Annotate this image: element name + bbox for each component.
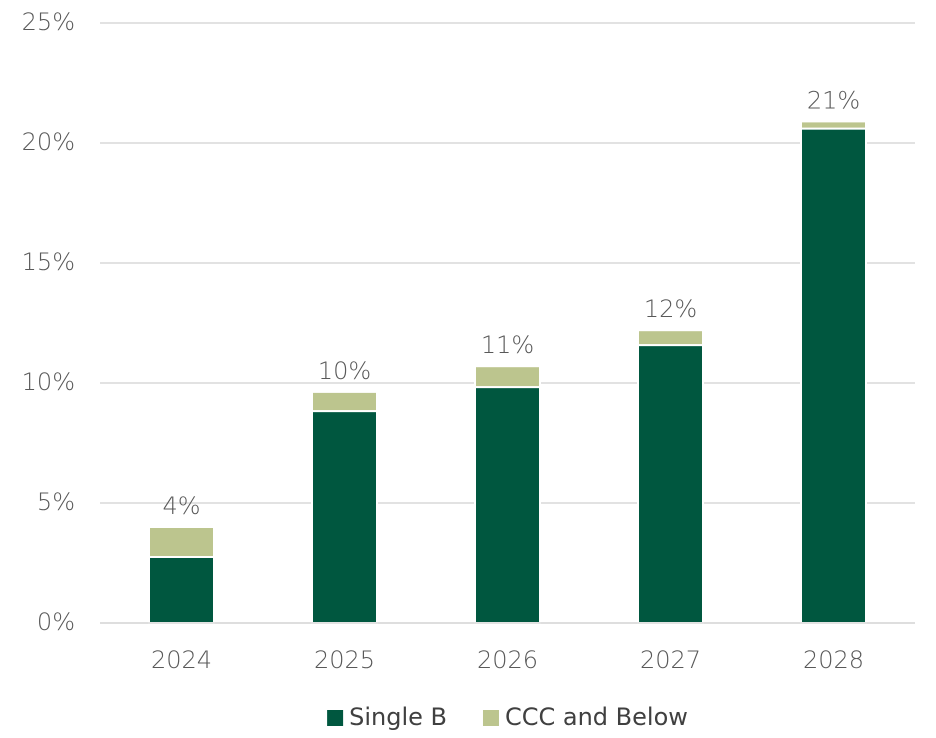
legend-swatch xyxy=(327,710,344,726)
bar-segment xyxy=(637,344,704,624)
y-tick-label: 15% xyxy=(22,248,75,276)
total-label: 10% xyxy=(318,357,371,385)
bar-segment xyxy=(311,410,378,624)
y-tick-label: 25% xyxy=(22,8,75,36)
x-tick-label: 2025 xyxy=(314,646,375,674)
y-tick-label: 20% xyxy=(22,128,75,156)
bar-segment xyxy=(474,386,541,624)
bar-segment xyxy=(474,365,541,389)
x-tick-label: 2028 xyxy=(803,646,864,674)
bar-segment xyxy=(800,127,867,624)
legend-swatch xyxy=(482,710,499,726)
legend-label: Single B xyxy=(349,703,447,731)
total-label: 21% xyxy=(807,86,860,114)
bar-segment xyxy=(800,120,867,130)
bar-segment xyxy=(148,526,215,558)
total-label: 11% xyxy=(481,331,534,359)
bar-segment xyxy=(637,329,704,347)
total-label: 12% xyxy=(644,295,697,323)
bar-segment xyxy=(311,390,378,413)
y-tick-label: 0% xyxy=(37,608,75,636)
legend: Single B CCC and Below xyxy=(327,703,688,731)
legend-label: CCC and Below xyxy=(505,703,688,731)
x-tick-label: 2027 xyxy=(640,646,701,674)
y-tick-label: 5% xyxy=(37,488,75,516)
y-tick-label: 10% xyxy=(22,368,75,396)
total-label: 4% xyxy=(162,492,200,520)
bar-segment xyxy=(148,556,215,624)
x-tick-label: 2024 xyxy=(151,646,212,674)
x-tick-label: 2026 xyxy=(477,646,538,674)
